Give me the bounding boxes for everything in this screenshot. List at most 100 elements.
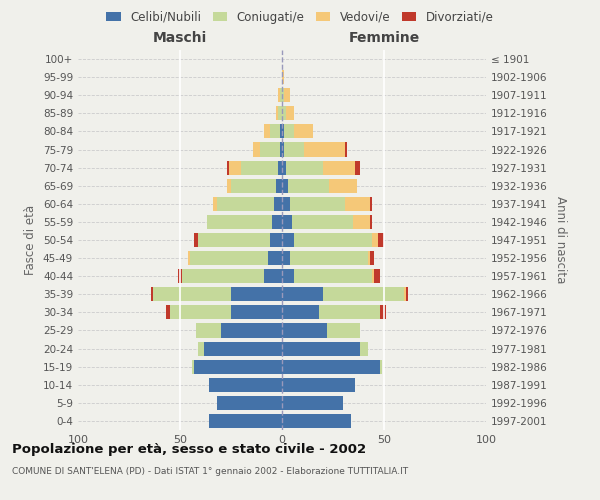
Bar (282, 306, 319, 320)
Bar (178, 269, 182, 283)
Bar (278, 106, 282, 120)
Bar (353, 215, 370, 229)
Text: Popolazione per età, sesso e stato civile - 2002: Popolazione per età, sesso e stato civil… (12, 442, 366, 456)
Bar (278, 160, 282, 174)
Bar (263, 124, 270, 138)
Bar (282, 88, 284, 102)
Bar (270, 233, 282, 247)
Bar (286, 160, 323, 174)
Bar (304, 142, 345, 156)
Bar (229, 160, 241, 174)
Bar (199, 342, 205, 355)
Bar (278, 88, 280, 102)
Bar (319, 306, 380, 320)
Bar (294, 269, 372, 283)
Bar (282, 269, 294, 283)
Bar (182, 269, 263, 283)
Bar (217, 197, 274, 211)
Bar (194, 233, 199, 247)
Bar (345, 197, 370, 211)
Bar (290, 197, 345, 211)
Bar (196, 324, 221, 338)
Bar (272, 215, 282, 229)
Bar (345, 142, 347, 156)
Text: COMUNE DI SANT'ELENA (PD) - Dati ISTAT 1° gennaio 2002 - Elaborazione TUTTITALIA: COMUNE DI SANT'ELENA (PD) - Dati ISTAT 1… (12, 468, 408, 476)
Bar (290, 251, 368, 265)
Bar (276, 178, 282, 193)
Bar (378, 233, 384, 247)
Bar (276, 106, 278, 120)
Bar (327, 324, 359, 338)
Bar (359, 342, 368, 355)
Bar (294, 124, 313, 138)
Bar (284, 88, 290, 102)
Bar (282, 215, 292, 229)
Bar (282, 251, 290, 265)
Bar (372, 269, 374, 283)
Bar (282, 324, 327, 338)
Bar (284, 142, 304, 156)
Bar (206, 215, 272, 229)
Bar (231, 178, 276, 193)
Bar (282, 160, 286, 174)
Bar (154, 287, 231, 302)
Bar (231, 306, 282, 320)
Bar (282, 414, 352, 428)
Bar (282, 360, 380, 374)
Legend: Celibi/Nubili, Coniugati/e, Vedovi/e, Divorziati/e: Celibi/Nubili, Coniugati/e, Vedovi/e, Di… (101, 6, 499, 28)
Bar (282, 396, 343, 410)
Bar (372, 233, 378, 247)
Bar (282, 106, 286, 120)
Bar (355, 160, 359, 174)
Bar (288, 178, 329, 193)
Text: Femmine: Femmine (349, 30, 419, 44)
Bar (199, 233, 270, 247)
Bar (284, 124, 294, 138)
Bar (212, 197, 217, 211)
Bar (282, 197, 290, 211)
Bar (280, 142, 282, 156)
Bar (368, 251, 370, 265)
Bar (263, 269, 282, 283)
Bar (227, 178, 231, 193)
Bar (370, 197, 372, 211)
Bar (231, 287, 282, 302)
Bar (282, 178, 288, 193)
Bar (323, 287, 404, 302)
Bar (166, 306, 170, 320)
Bar (217, 396, 282, 410)
Bar (282, 70, 284, 84)
Bar (323, 160, 355, 174)
Bar (209, 414, 282, 428)
Bar (170, 306, 231, 320)
Bar (282, 124, 284, 138)
Bar (280, 124, 282, 138)
Bar (209, 378, 282, 392)
Bar (280, 88, 282, 102)
Y-axis label: Anni di nascita: Anni di nascita (554, 196, 567, 284)
Bar (188, 251, 190, 265)
Bar (374, 269, 380, 283)
Bar (260, 142, 280, 156)
Bar (292, 215, 353, 229)
Bar (205, 342, 282, 355)
Bar (286, 106, 294, 120)
Bar (329, 178, 358, 193)
Bar (282, 287, 323, 302)
Bar (268, 251, 282, 265)
Bar (241, 160, 278, 174)
Bar (227, 160, 229, 174)
Bar (282, 142, 284, 156)
Bar (380, 306, 386, 320)
Bar (190, 251, 268, 265)
Bar (282, 378, 355, 392)
Bar (404, 287, 406, 302)
Bar (282, 233, 294, 247)
Bar (151, 287, 154, 302)
Bar (406, 287, 409, 302)
Y-axis label: Fasce di età: Fasce di età (25, 205, 37, 275)
Bar (294, 233, 372, 247)
Bar (221, 324, 282, 338)
Bar (370, 215, 372, 229)
Bar (270, 124, 280, 138)
